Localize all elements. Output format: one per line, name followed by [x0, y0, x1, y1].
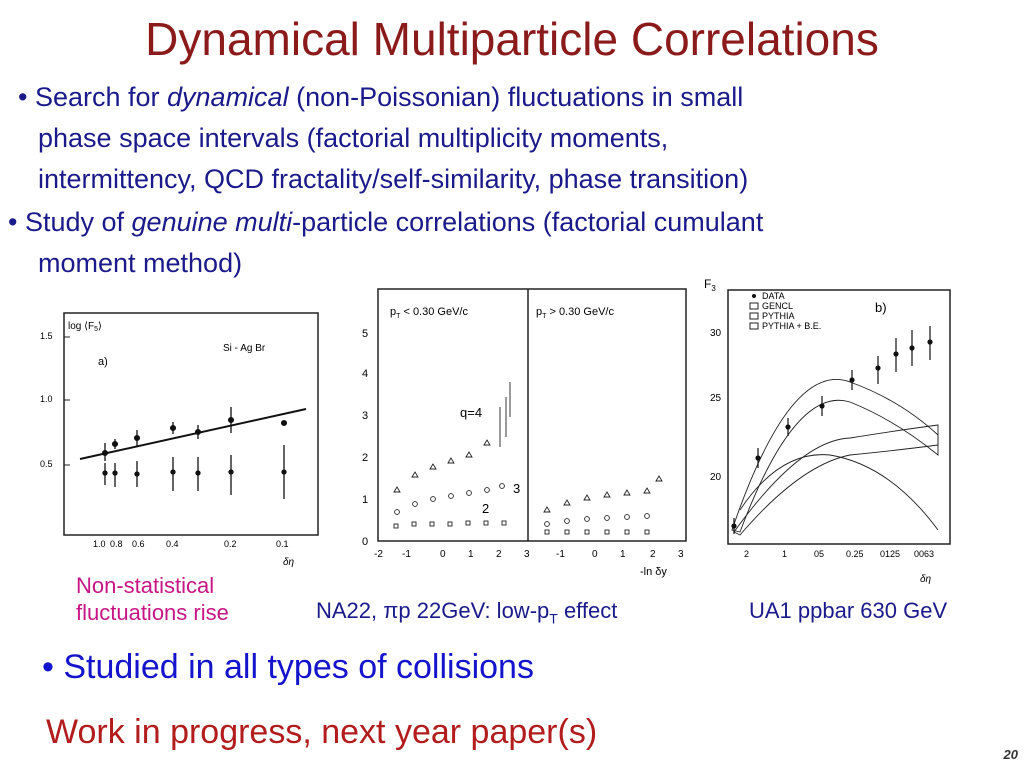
curve-label: 3	[513, 481, 520, 496]
caption-line: Non-statistical	[76, 573, 215, 598]
x-tick: 0	[440, 549, 446, 560]
caption-non-statistical: Non-statistical fluctuations rise	[76, 572, 229, 626]
right-panel-header: pT > 0.30 GeV/c	[536, 306, 614, 320]
y-tick: 1	[362, 494, 368, 506]
x-tick: 05	[814, 549, 824, 559]
legend-item: DATA	[762, 291, 785, 301]
x-tick: 0.1	[276, 539, 289, 549]
y-tick: 5	[362, 328, 368, 340]
x-axis-label: δη	[283, 557, 295, 568]
x-tick: 1	[620, 549, 626, 560]
y-tick: 2	[362, 452, 368, 464]
curve-label: 2	[482, 501, 489, 516]
x-tick: 0063	[914, 549, 934, 559]
y-axis-label: log ⟨F5⟩	[68, 321, 102, 333]
bullet-text: Search for	[27, 82, 168, 112]
y-axis-label: F3	[704, 277, 716, 293]
x-tick: 3	[678, 549, 684, 560]
band-pythia	[733, 424, 939, 536]
x-tick: -1	[402, 549, 411, 560]
bullet-search: • Search for dynamical (non-Poissonian) …	[18, 77, 748, 200]
x-tick: 0.25	[846, 549, 864, 559]
bullet-text: (non-Poissonian) fluctuations in small	[288, 82, 744, 112]
x-tick: 0125	[880, 549, 900, 559]
bullet-emphasis: genuine multi	[131, 207, 293, 237]
figure-na22: pT < 0.30 GeV/c pT > 0.30 GeV/c 5 4 3 2 …	[350, 287, 690, 582]
x-tick: 0	[592, 549, 598, 560]
figure-si-agbr: log ⟨F5⟩ a) Si - Ag Br 1.5 1.0 0.5 1.0 0…	[38, 303, 320, 571]
bullet-study: • Study of genuine multi-particle correl…	[8, 202, 763, 284]
x-tick: -1	[556, 549, 565, 560]
bullet-marker: •	[18, 82, 28, 112]
bullet-text: Study of	[17, 207, 132, 237]
y-tick: 0.5	[40, 459, 53, 469]
y-tick: 4	[362, 368, 368, 380]
bullet-emphasis: dynamical	[167, 82, 289, 112]
y-tick: 30	[710, 328, 722, 339]
caption-line: fluctuations rise	[76, 600, 229, 625]
y-tick: 1.0	[40, 394, 53, 404]
legend-item: PYTHIA + B.E.	[762, 321, 821, 331]
x-axis-label: δη	[920, 574, 932, 585]
panel-label: b)	[875, 300, 887, 315]
system-label: Si - Ag Br	[223, 343, 266, 354]
work-in-progress: Work in progress, next year paper(s)	[46, 713, 598, 751]
y-tick: 25	[710, 393, 722, 404]
bullet-studied: • Studied in all types of collisions	[42, 648, 534, 686]
slide-title: Dynamical Multiparticle Correlations	[145, 13, 879, 65]
x-tick: 2	[650, 549, 656, 560]
bullet-text: phase space intervals (factorial multipl…	[38, 123, 669, 153]
x-tick: 0.4	[166, 539, 179, 549]
legend-item: PYTHIA	[762, 311, 795, 321]
x-axis-label: -ln δy	[640, 566, 667, 578]
y-tick: 0	[362, 536, 368, 548]
x-tick: -2	[374, 549, 383, 560]
page-number: 20	[1003, 747, 1018, 762]
caption-na22: NA22, πp 22GeV: low-pT effect	[316, 598, 618, 627]
x-tick: 1	[468, 549, 474, 560]
x-tick: 0.8	[110, 539, 123, 549]
y-tick: 20	[710, 472, 722, 483]
x-tick: 2	[496, 549, 502, 560]
x-tick: 3	[524, 549, 530, 560]
legend: DATA GENCL PYTHIA PYTHIA + B.E.	[749, 291, 821, 331]
figure-ua1: F3 b) DATA GENCL PYTHIA PYTHIA + B.E. 30…	[700, 270, 952, 588]
x-tick: 1	[782, 549, 787, 559]
legend-item: GENCL	[762, 301, 793, 311]
data-points	[731, 326, 933, 534]
x-tick: 2	[744, 549, 749, 559]
bullet-text: intermittency, QCD fractality/self-simil…	[38, 164, 749, 194]
bullet-text: moment method)	[38, 248, 243, 278]
bullet-text: -particle correlations (factorial cumula…	[292, 207, 764, 237]
y-tick: 1.5	[40, 331, 53, 341]
data-points	[101, 407, 288, 499]
x-tick: 0.2	[224, 539, 237, 549]
left-panel-header: pT < 0.30 GeV/c	[390, 306, 468, 320]
caption-ua1: UA1 ppbar 630 GeV	[749, 598, 948, 623]
y-tick: 3	[362, 410, 368, 422]
band-pythia-be	[739, 454, 939, 531]
x-tick: 0.6	[132, 539, 145, 549]
panel-label: a)	[98, 356, 108, 368]
data-points	[393, 382, 663, 535]
curve-label: q=4	[460, 405, 482, 420]
x-tick: 1.0	[93, 539, 106, 549]
bullet-marker: •	[8, 207, 18, 237]
